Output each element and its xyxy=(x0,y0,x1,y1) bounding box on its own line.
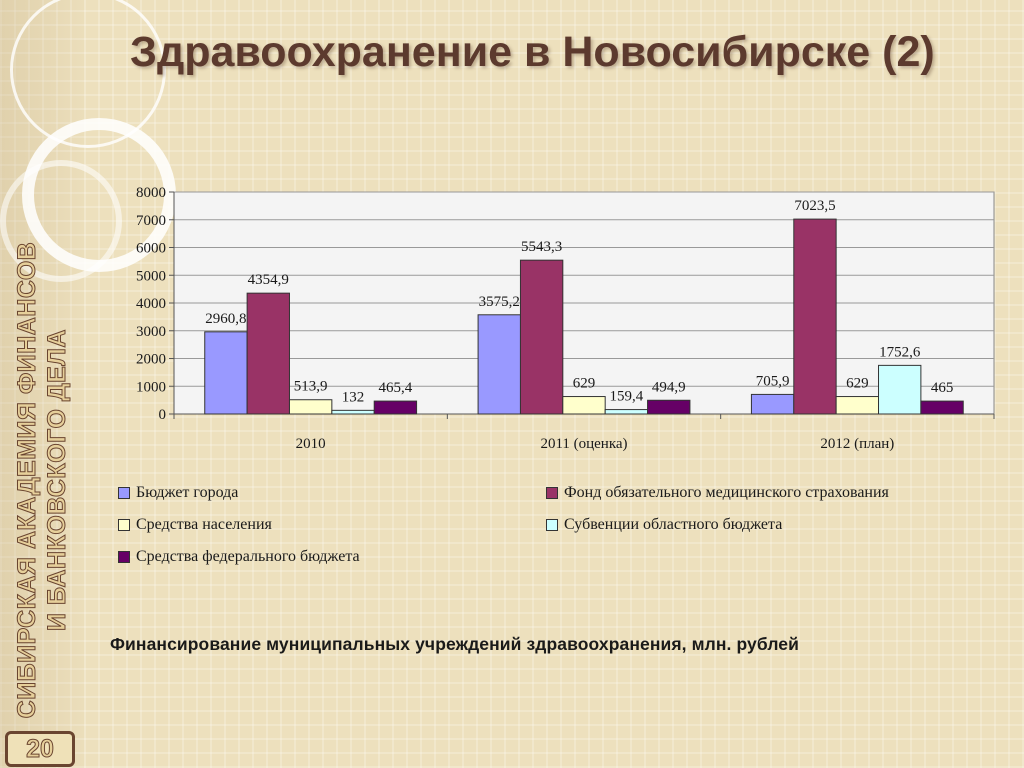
slide-title: Здравоохранение в Новосибирске (2) xyxy=(130,28,935,76)
bar xyxy=(477,314,521,415)
legend-swatch xyxy=(118,551,130,563)
bar xyxy=(604,409,649,415)
bar xyxy=(519,259,564,415)
data-label: 132 xyxy=(342,389,365,405)
x-tick-label: 2010 xyxy=(296,436,326,452)
bar xyxy=(793,218,837,415)
bar xyxy=(647,399,691,415)
bar xyxy=(835,396,880,415)
data-label: 1752,6 xyxy=(879,344,921,360)
data-label: 465 xyxy=(931,380,954,396)
y-tick-label: 3000 xyxy=(136,324,166,340)
legend-item: Средства федерального бюджета xyxy=(118,548,360,566)
legend-swatch xyxy=(546,487,558,499)
legend-item: Субвенции областного бюджета xyxy=(546,516,782,534)
legend-label: Бюджет города xyxy=(136,484,239,501)
y-tick-label: 8000 xyxy=(136,185,166,201)
data-label: 2960,8 xyxy=(205,311,246,327)
data-label: 3575,2 xyxy=(479,294,520,310)
y-tick-label: 4000 xyxy=(136,296,166,312)
bar xyxy=(204,331,248,415)
data-label: 629 xyxy=(846,376,869,392)
bar xyxy=(920,400,964,415)
x-tick-label: 2011 (оценка) xyxy=(540,436,627,452)
data-label: 7023,5 xyxy=(794,198,835,214)
decorative-ring xyxy=(0,160,122,282)
y-tick-label: 1000 xyxy=(136,379,166,395)
legend-item: Фонд обязательного медицинского страхова… xyxy=(546,484,889,502)
legend-item: Средства населения xyxy=(118,516,272,534)
bar xyxy=(562,396,606,415)
y-tick-label: 2000 xyxy=(136,352,166,368)
legend-label: Средства федерального бюджета xyxy=(136,548,360,565)
y-tick-label: 7000 xyxy=(136,213,166,229)
legend-item: Бюджет города xyxy=(118,484,238,502)
data-label: 513,9 xyxy=(294,379,328,395)
bar xyxy=(331,409,375,415)
data-label: 159,4 xyxy=(609,389,643,405)
chart-caption: Финансирование муниципальных учреждений … xyxy=(110,634,800,654)
bar xyxy=(373,400,418,415)
legend-label: Субвенции областного бюджета xyxy=(564,516,783,533)
bar xyxy=(750,393,795,415)
data-label: 705,9 xyxy=(756,373,790,389)
data-label: 465,4 xyxy=(379,380,413,396)
slide-number: 20 xyxy=(5,731,75,767)
legend-label: Фонд обязательного медицинского страхова… xyxy=(564,484,889,501)
y-tick-label: 0 xyxy=(159,407,167,423)
y-tick-label: 6000 xyxy=(136,241,166,257)
data-label: 5543,3 xyxy=(521,239,562,255)
data-label: 629 xyxy=(573,376,596,392)
bar xyxy=(878,364,922,415)
chart-legend: Бюджет города Фонд обязательного медицинс… xyxy=(118,484,1018,584)
data-label: 4354,9 xyxy=(248,272,289,288)
legend-swatch xyxy=(546,519,558,531)
legend-label: Средства населения xyxy=(136,516,272,533)
x-tick-label: 2012 (план) xyxy=(820,436,894,452)
bar xyxy=(246,292,290,415)
bar xyxy=(288,399,333,415)
y-tick-label: 5000 xyxy=(136,268,166,284)
legend-swatch xyxy=(118,519,130,531)
legend-swatch xyxy=(118,487,130,499)
data-label: 494,9 xyxy=(652,379,686,395)
